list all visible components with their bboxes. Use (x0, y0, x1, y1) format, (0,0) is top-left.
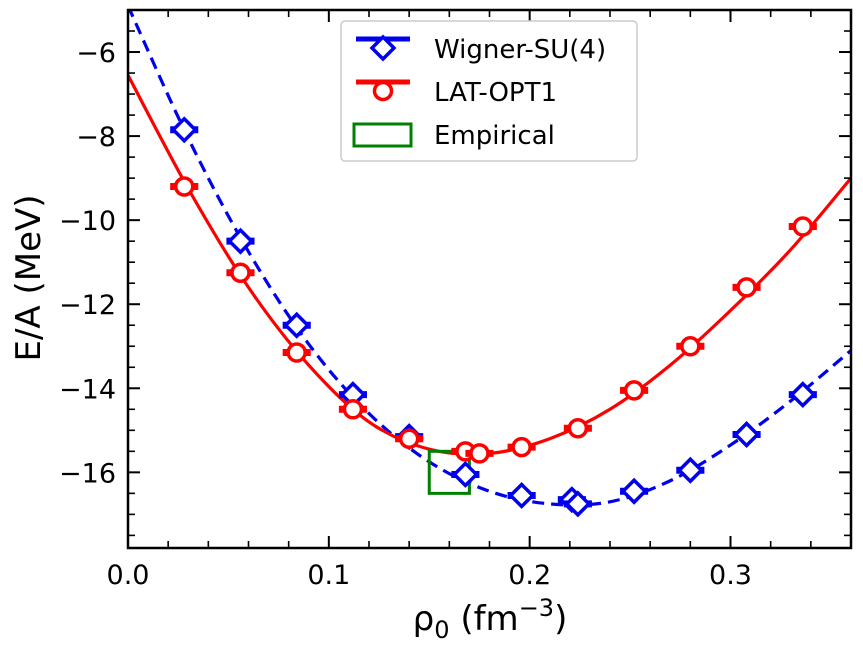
x-tick-label: 0.2 (508, 560, 551, 591)
lat-opt1-point (282, 342, 311, 363)
lat-opt1-point (226, 262, 255, 283)
x-label-unit: (fm (450, 599, 519, 639)
lat-opt1-point (170, 176, 199, 197)
circle-marker (230, 262, 251, 283)
data-points (170, 116, 817, 518)
circle-marker (286, 342, 307, 363)
legend-entry-wigner (356, 34, 410, 62)
x-label-close: ) (554, 599, 567, 639)
wigner-point (788, 381, 817, 409)
legend-circle (372, 80, 394, 102)
wigner-point (732, 421, 761, 448)
wigner-point (620, 477, 649, 505)
x-label-base: ρ (413, 599, 435, 639)
lat-opt1-point (676, 336, 705, 357)
diamond-marker (564, 490, 592, 518)
x-tick-labels: 0.0 0.1 0.2 0.3 (107, 560, 752, 591)
diamond-marker (620, 477, 648, 505)
circle-marker (469, 443, 490, 464)
lat-opt1-point (465, 443, 494, 464)
y-tick-label: −16 (59, 458, 116, 489)
y-tick-label: −6 (76, 38, 116, 69)
circle-marker (173, 176, 195, 197)
circle-marker (792, 216, 814, 237)
wigner-point (563, 490, 592, 518)
x-tick-label: 0.1 (307, 560, 350, 591)
y-tick-label: −12 (59, 290, 116, 321)
circle-marker (736, 277, 757, 298)
diamond-marker (733, 421, 761, 448)
circle-marker (623, 380, 645, 401)
y-tick-labels: −16 −14 −12 −10 −8 −6 (59, 38, 116, 489)
diamond-marker (508, 481, 536, 509)
lat-opt1-point (732, 277, 761, 298)
circle-marker (511, 436, 532, 458)
diamond-marker (226, 227, 254, 255)
y-axis-label: E/A (MeV) (9, 194, 49, 361)
lat-opt1-point (788, 216, 817, 237)
diamond-marker (283, 311, 311, 339)
diamond-marker (676, 456, 704, 484)
wigner-point (226, 227, 255, 255)
lat-opt1-point (620, 380, 649, 401)
axis-ticks (127, 9, 852, 548)
lat-opt1-point (507, 436, 536, 458)
legend: Wigner-SU(4) LAT-OPT1 Empirical (340, 20, 638, 162)
legend-empirical-swatch (352, 122, 413, 148)
wigner-point (676, 456, 705, 484)
diamond-marker (451, 460, 479, 488)
legend-entry-empirical (352, 122, 413, 148)
circle-marker (342, 399, 364, 420)
wigner-point (338, 381, 367, 409)
legend-label-empirical: Empirical (434, 121, 555, 151)
legend-entry-lat-opt1 (356, 79, 410, 102)
x-tick-label: 0.0 (107, 560, 150, 591)
circle-marker (567, 417, 589, 439)
legend-diamond (369, 34, 397, 62)
circle-marker (398, 428, 420, 449)
legend-label-wigner: Wigner-SU(4) (434, 35, 606, 65)
fit-curve-wigner (128, 10, 851, 507)
x-label-sup: −3 (519, 594, 554, 622)
diamond-marker (170, 116, 198, 144)
y-tick-label: −8 (76, 122, 116, 153)
legend-label-lat-opt1: LAT-OPT1 (434, 78, 557, 108)
lat-opt1-point (563, 417, 592, 439)
y-tick-label: −14 (59, 374, 116, 405)
wigner-point (451, 460, 480, 488)
x-tick-label: 0.3 (709, 560, 752, 591)
circle-marker (680, 336, 701, 357)
x-label-sub: 0 (434, 616, 449, 644)
legend-frame (340, 20, 638, 162)
x-axis-label: ρ0 (fm−3) (413, 594, 568, 644)
wigner-point (507, 481, 536, 509)
lat-opt1-point (338, 399, 367, 420)
wigner-point (170, 116, 199, 144)
lat-opt1-point (395, 428, 424, 449)
wigner-point (282, 311, 311, 339)
diamond-marker (789, 381, 817, 409)
y-tick-label: −10 (59, 206, 116, 237)
